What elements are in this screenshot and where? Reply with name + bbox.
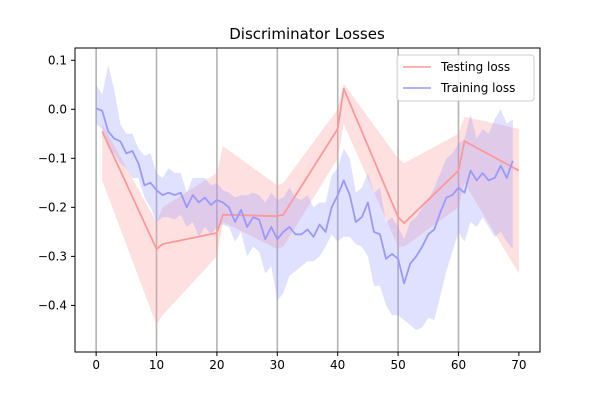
y-tick-label-0: 0.1	[48, 53, 67, 67]
series-lines	[95, 87, 520, 285]
x-axis-ticks: 0 10 20 30 40 50 60 70	[92, 352, 527, 372]
x-tick-label-60: 60	[451, 358, 466, 372]
y-tick-label-4: −0.3	[38, 249, 67, 263]
y-tick-label-2: −0.1	[38, 151, 67, 165]
y-tick-label-3: −0.2	[38, 200, 67, 214]
x-tick-label-20: 20	[209, 358, 224, 372]
plot-frame	[74, 47, 541, 353]
y-axis-ticks: 0.1 0.0 −0.1 −0.2 −0.3 −0.4	[38, 53, 75, 312]
x-tick-label-0: 0	[92, 358, 100, 372]
chart-title: Discriminator Losses	[229, 25, 385, 43]
confidence-bands	[96, 65, 519, 330]
legend: Testing loss Training loss	[396, 54, 535, 102]
x-tick-label-10: 10	[149, 358, 164, 372]
testing-loss-band	[102, 83, 519, 326]
y-tick-label-5: −0.4	[38, 298, 67, 312]
x-tick-label-70: 70	[511, 358, 526, 372]
x-tick-label-30: 30	[270, 358, 285, 372]
x-tick-label-50: 50	[390, 358, 405, 372]
x-tick-label-40: 40	[330, 358, 345, 372]
legend-label-testing-loss: Testing loss	[440, 60, 510, 74]
y-tick-label-1: 0.0	[48, 102, 67, 116]
training-loss-line	[95, 107, 514, 285]
training-loss-band	[96, 65, 513, 330]
testing-loss-line	[101, 87, 520, 250]
legend-label-training-loss: Training loss	[440, 81, 515, 95]
legend-box	[396, 54, 535, 102]
